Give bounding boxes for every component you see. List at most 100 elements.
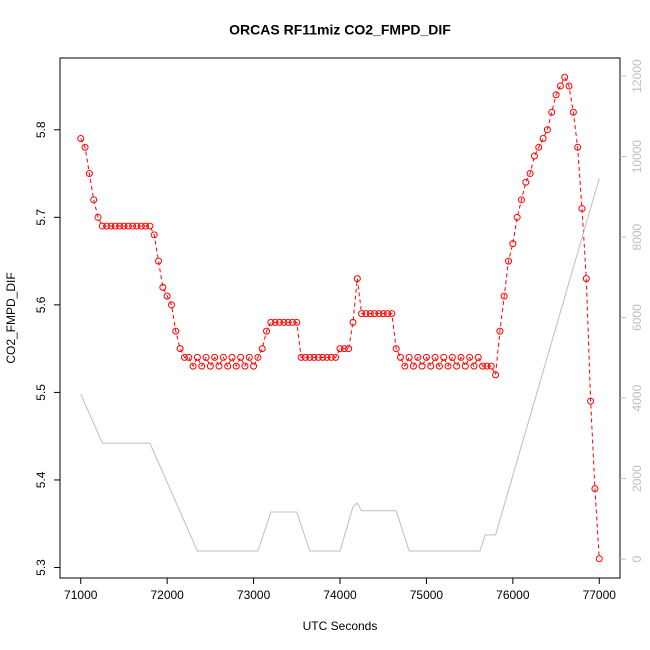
point bbox=[396, 353, 404, 361]
point bbox=[306, 353, 314, 361]
point bbox=[107, 222, 115, 230]
point bbox=[578, 205, 586, 213]
y2-tick-label: 8000 bbox=[630, 223, 644, 250]
point bbox=[457, 353, 465, 361]
point bbox=[297, 353, 305, 361]
point bbox=[280, 318, 288, 326]
point bbox=[219, 353, 227, 361]
point bbox=[431, 353, 439, 361]
point bbox=[288, 318, 296, 326]
point bbox=[146, 222, 154, 230]
y-tick-label: 5.6 bbox=[34, 296, 48, 313]
point bbox=[509, 240, 517, 248]
x-tick-label: 76000 bbox=[496, 588, 530, 602]
point bbox=[366, 310, 374, 318]
y2-tick-label: 6000 bbox=[630, 304, 644, 331]
point bbox=[414, 353, 422, 361]
point bbox=[206, 362, 214, 370]
y-tick-label: 5.3 bbox=[34, 559, 48, 576]
point bbox=[98, 222, 106, 230]
point bbox=[159, 283, 167, 291]
point bbox=[202, 353, 210, 361]
point bbox=[496, 327, 504, 335]
y-tick-label: 5.4 bbox=[34, 471, 48, 488]
x-tick-label: 75000 bbox=[410, 588, 444, 602]
point bbox=[94, 213, 102, 221]
point bbox=[505, 257, 513, 265]
x-tick-label: 72000 bbox=[150, 588, 184, 602]
point bbox=[582, 275, 590, 283]
point bbox=[327, 353, 335, 361]
point bbox=[319, 353, 327, 361]
point bbox=[90, 196, 98, 204]
point bbox=[587, 397, 595, 405]
y-tick-label: 5.7 bbox=[34, 209, 48, 226]
point bbox=[124, 222, 132, 230]
y-tick-label: 5.8 bbox=[34, 121, 48, 138]
point bbox=[405, 353, 413, 361]
point bbox=[561, 73, 569, 81]
point bbox=[150, 231, 158, 239]
x-axis-label: UTC Seconds bbox=[303, 619, 378, 633]
point bbox=[180, 353, 188, 361]
x-tick-label: 74000 bbox=[323, 588, 357, 602]
x-tick-label: 73000 bbox=[237, 588, 271, 602]
point bbox=[323, 353, 331, 361]
point bbox=[185, 353, 193, 361]
chart-title: ORCAS RF11miz CO2_FMPD_DIF bbox=[229, 22, 451, 38]
point bbox=[137, 222, 145, 230]
point bbox=[466, 353, 474, 361]
point bbox=[569, 108, 577, 116]
point bbox=[435, 362, 443, 370]
point bbox=[276, 318, 284, 326]
point bbox=[470, 362, 478, 370]
point bbox=[224, 362, 232, 370]
point bbox=[129, 222, 137, 230]
point bbox=[522, 178, 530, 186]
point bbox=[492, 371, 500, 379]
y-tick-label: 5.5 bbox=[34, 384, 48, 401]
point bbox=[232, 362, 240, 370]
y2-tick-label: 10000 bbox=[630, 140, 644, 174]
point bbox=[81, 143, 89, 151]
point bbox=[245, 353, 253, 361]
altitude-line bbox=[80, 178, 600, 552]
point bbox=[427, 362, 435, 370]
point bbox=[263, 327, 271, 335]
point bbox=[85, 170, 93, 178]
point bbox=[539, 135, 547, 143]
point bbox=[556, 82, 564, 90]
point bbox=[163, 292, 171, 300]
point bbox=[535, 143, 543, 151]
point bbox=[77, 135, 85, 143]
point bbox=[340, 345, 348, 353]
point bbox=[487, 362, 495, 370]
point bbox=[120, 222, 128, 230]
x-tick-label: 71000 bbox=[64, 588, 98, 602]
point bbox=[453, 362, 461, 370]
point bbox=[513, 213, 521, 221]
point bbox=[565, 82, 573, 90]
y2-tick-label: 0 bbox=[630, 555, 644, 562]
point bbox=[548, 108, 556, 116]
point bbox=[215, 362, 223, 370]
point bbox=[103, 222, 111, 230]
point bbox=[332, 353, 340, 361]
point bbox=[375, 310, 383, 318]
point bbox=[176, 345, 184, 353]
point bbox=[155, 257, 163, 265]
point bbox=[379, 310, 387, 318]
y2-tick-label: 12000 bbox=[630, 59, 644, 93]
point bbox=[448, 353, 456, 361]
point bbox=[271, 318, 279, 326]
point bbox=[241, 362, 249, 370]
point bbox=[314, 353, 322, 361]
point bbox=[479, 362, 487, 370]
point bbox=[228, 353, 236, 361]
point bbox=[293, 318, 301, 326]
point bbox=[258, 345, 266, 353]
point bbox=[358, 310, 366, 318]
point bbox=[111, 222, 119, 230]
point bbox=[591, 485, 599, 493]
